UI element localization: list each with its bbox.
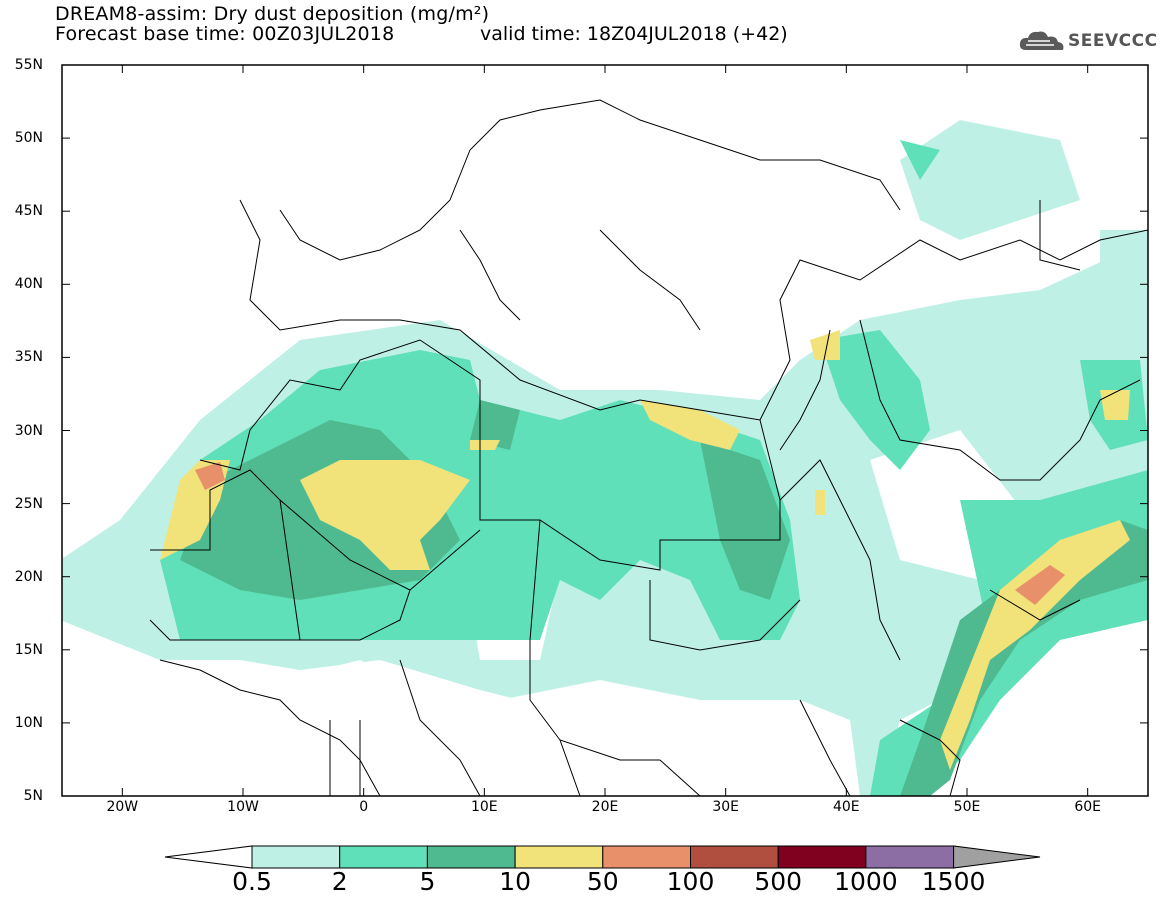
colorbar-level-label: 1500 [921, 867, 986, 896]
lon-label: 60E [1074, 799, 1101, 815]
map-title: DREAM8-assim: Dry dust deposition (mg/m²… [55, 3, 490, 25]
colorbar-segment [602, 845, 691, 869]
lat-label: 45N [14, 203, 43, 220]
colorbar-segment [426, 845, 516, 869]
colorbar-high-arrow [953, 845, 1041, 869]
lat-label: 15N [14, 641, 43, 658]
lat-label: 5N [23, 788, 43, 804]
lat-label: 10N [14, 714, 43, 731]
colorbar-level-label: 1000 [834, 867, 898, 896]
lon-label: 20W [106, 799, 139, 815]
cloud-icon [1019, 31, 1064, 50]
lat-label: 35N [14, 349, 43, 366]
lon-label: 40E [832, 799, 860, 815]
colorbar-segment [690, 845, 779, 869]
lat-label: 55N [14, 57, 43, 73]
lat-label: 30N [14, 422, 43, 439]
lon-label: 10W [227, 799, 259, 815]
colorbar-level-label: 50 [586, 867, 619, 896]
seevccc-logo: SEEVCCC [1018, 28, 1158, 54]
colorbar-level-label: 10 [499, 867, 531, 896]
colorbar [164, 845, 1041, 869]
axis-ticks [62, 64, 1148, 797]
colorbar-segment [251, 845, 341, 869]
deposition-fields [62, 120, 1148, 796]
lon-label: 10E [470, 799, 498, 815]
colorbar-segment [865, 845, 955, 869]
lon-label: 0 [359, 799, 369, 815]
colorbar-segment [339, 845, 428, 869]
valid-time: valid time: 18Z04JUL2018 (+42) [480, 23, 788, 45]
colorbar-low-arrow [164, 845, 253, 869]
colorbar-level-label: 2 [331, 867, 348, 896]
lon-label: 20E [591, 799, 619, 815]
colorbar-level-label: 5 [419, 867, 436, 896]
lat-label: 40N [14, 276, 43, 293]
country-borders [149, 99, 1148, 796]
lon-label: 50E [953, 799, 981, 815]
lon-label: 30E [712, 799, 739, 815]
lat-label: 20N [14, 568, 43, 585]
lat-label: 25N [14, 495, 43, 512]
colorbar-segment [514, 845, 604, 869]
forecast-base-time: Forecast base time: 00Z03JUL2018 [55, 23, 395, 45]
colorbar-segment [777, 845, 867, 869]
logo-text: SEEVCCC [1068, 31, 1158, 51]
colorbar-level-label: 100 [666, 867, 715, 896]
colorbar-level-label: 500 [754, 867, 803, 896]
colorbar-level-label: 0.5 [232, 867, 272, 896]
lat-label: 50N [14, 130, 43, 147]
